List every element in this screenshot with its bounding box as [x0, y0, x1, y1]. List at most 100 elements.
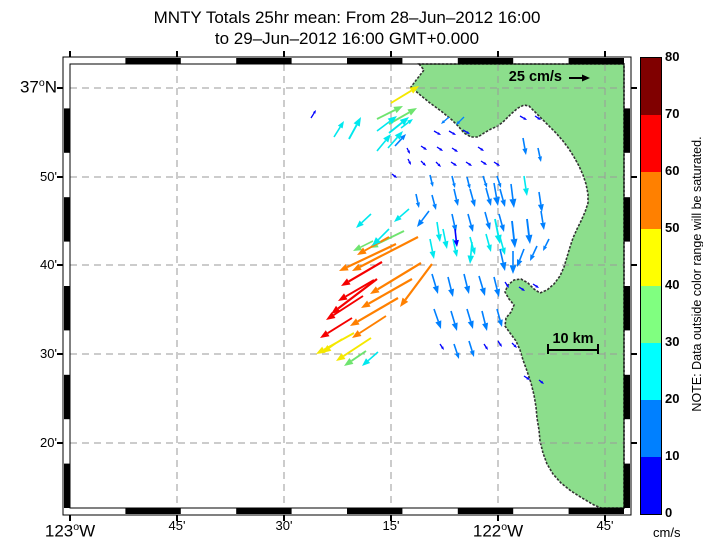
x-axis-tick-label: 45': [596, 518, 614, 533]
current-vector-arrow: [484, 211, 491, 230]
current-vector-arrow: [376, 106, 403, 120]
current-vector-arrow: [499, 248, 507, 271]
current-vector-arrow: [372, 228, 390, 246]
current-vector-arrow: [493, 182, 500, 206]
map-frame-inner: [69, 63, 625, 509]
current-vector-arrow: [333, 121, 344, 138]
current-vector-arrow: [534, 115, 541, 120]
current-vector-arrow: [478, 275, 486, 296]
current-vector-arrow: [407, 158, 411, 165]
current-vector-arrow: [516, 248, 525, 267]
reference-vector-label: 25 cm/s: [508, 69, 562, 85]
current-vector-arrow: [431, 273, 439, 294]
current-vector-arrow: [310, 110, 316, 119]
current-vector-arrow: [462, 129, 470, 134]
current-vector-arrow: [344, 350, 367, 366]
current-vector-arrow: [467, 213, 474, 232]
current-vector-arrow: [540, 210, 546, 230]
current-vector-arrow: [441, 116, 450, 124]
current-vector-arrow: [362, 351, 379, 366]
land-polygon: [411, 64, 624, 508]
current-vector-arrow: [480, 160, 487, 165]
frame-band-segment: [624, 197, 630, 242]
current-vector-arrow: [433, 308, 442, 329]
current-vector-arrow: [499, 236, 506, 255]
current-vector-arrow: [320, 317, 353, 338]
current-vector-arrow: [451, 147, 458, 152]
current-vector-arrow: [433, 130, 441, 135]
frame-band-segment: [347, 508, 403, 514]
current-vector-arrow: [537, 191, 544, 212]
frame-band-segment: [125, 508, 181, 514]
colorbar-unit-label: cm/s: [653, 525, 681, 540]
frame-band-segment: [236, 58, 292, 64]
current-vector-arrow: [522, 175, 529, 196]
current-vector-arrow: [511, 342, 517, 348]
current-vector-arrow: [456, 116, 465, 125]
current-vector-arrow: [496, 175, 502, 188]
current-vector-arrow: [348, 117, 361, 140]
current-vector-arrow: [452, 238, 459, 257]
current-vector-arrow: [453, 188, 459, 206]
current-vector-arrow: [468, 340, 475, 357]
y-axis-tick-label: 50': [40, 169, 57, 184]
current-vector-arrow: [435, 221, 442, 242]
frame-band-segment: [64, 197, 70, 242]
current-vector-arrow: [463, 273, 471, 294]
current-vector-arrow: [532, 283, 539, 288]
current-vector-arrow: [450, 310, 458, 331]
colorbar-tick-label: 30: [665, 334, 680, 349]
current-vector-arrow: [394, 134, 406, 147]
y-axis-tick-label: 37oN: [19, 77, 57, 97]
current-vector-arrow: [341, 261, 383, 286]
colorbar-tick-label: 0: [665, 505, 673, 520]
frame-band-segment: [624, 463, 630, 508]
current-vector-arrow: [466, 176, 471, 189]
colorbar-segment: [641, 457, 661, 514]
frame-band-segment: [64, 286, 70, 331]
current-vector-arrow: [394, 208, 410, 222]
current-vector-arrow: [504, 281, 509, 288]
current-vector-arrow: [442, 228, 449, 249]
y-axis-tick-label: 20': [40, 435, 57, 450]
colorbar-segment: [641, 172, 661, 229]
current-vector-arrow: [352, 315, 387, 338]
current-vector-arrow: [338, 279, 375, 301]
current-vector-arrow: [467, 241, 475, 264]
current-vector-arrow: [390, 86, 419, 104]
current-vector-arrow: [481, 310, 489, 331]
current-vector-arrow: [493, 276, 501, 297]
colorbar-tick-label: 10: [665, 448, 680, 463]
current-vector-arrow: [451, 175, 456, 188]
current-vector-arrow: [339, 243, 397, 271]
current-vector-arrow: [415, 193, 420, 208]
current-vector-arrow: [429, 174, 434, 187]
frame-band-segment: [624, 374, 630, 420]
current-vector-arrow: [497, 340, 502, 347]
frame-band-segment: [64, 108, 70, 153]
current-vector-arrow: [483, 343, 488, 350]
current-vector-arrow: [400, 119, 413, 129]
current-vector-arrow: [376, 134, 391, 152]
current-vector-arrow: [400, 263, 433, 307]
current-vector-arrow: [482, 175, 488, 188]
frame-band-segment: [568, 58, 624, 64]
current-vector-arrow: [477, 146, 484, 151]
scale-bar-label: 10 km: [552, 331, 594, 347]
colorbar-tick-label: 80: [665, 49, 680, 64]
frame-band-segment: [64, 463, 70, 508]
current-vector-arrow: [336, 337, 372, 361]
colorbar-tick-label: 40: [665, 277, 680, 292]
current-vector-arrow: [519, 115, 527, 120]
x-axis-tick-label: 45': [168, 518, 186, 533]
current-vector-arrow: [447, 276, 455, 297]
frame-band-segment: [236, 508, 292, 514]
frame-band-segment: [125, 58, 181, 64]
colorbar-segment: [641, 229, 661, 286]
current-vector-arrow: [450, 161, 457, 166]
current-vector-arrow: [391, 173, 397, 178]
colorbar: [640, 57, 662, 515]
current-vector-arrow: [429, 238, 436, 259]
x-axis-tick-label: 123oW: [44, 521, 96, 541]
